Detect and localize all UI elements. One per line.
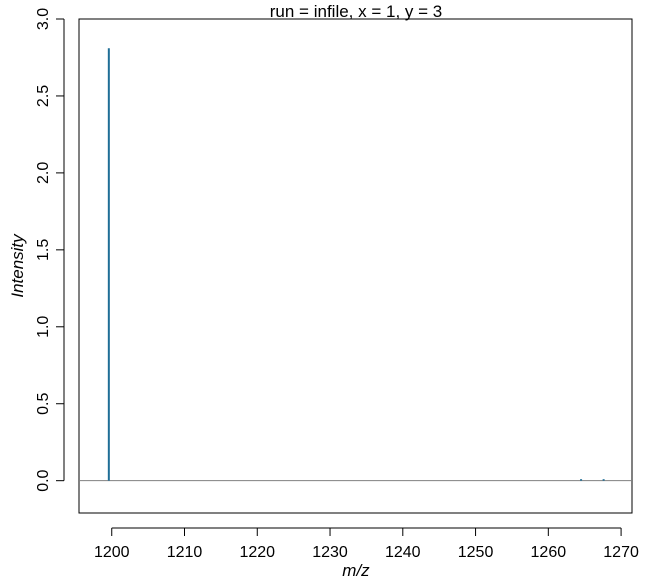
y-tick-label: 2.0 — [35, 162, 52, 184]
x-tick-label: 1230 — [312, 544, 348, 561]
y-tick-label: 3.0 — [35, 8, 52, 30]
x-tick-label: 1270 — [603, 544, 639, 561]
x-tick-label: 1240 — [385, 544, 421, 561]
y-tick-label: 1.5 — [35, 239, 52, 261]
x-tick-label: 1260 — [531, 544, 567, 561]
chart-title: run = infile, x = 1, y = 3 — [270, 2, 442, 21]
y-axis-title: Intensity — [8, 233, 27, 298]
y-tick-label: 2.5 — [35, 85, 52, 107]
y-tick-label: 0.5 — [35, 393, 52, 415]
plot-area — [78, 18, 633, 514]
x-axis-title: m/z — [342, 561, 370, 580]
y-axis: 0.0 0.5 1.0 1.5 2.0 2.5 3.0 — [35, 8, 65, 492]
x-tick-label: 1200 — [94, 544, 130, 561]
x-tick-label: 1210 — [167, 544, 203, 561]
y-tick-label: 1.0 — [35, 316, 52, 338]
x-axis: 1200 1210 1220 1230 1240 1250 1260 1270 — [94, 527, 639, 561]
y-tick-label: 0.0 — [35, 469, 52, 491]
series-layer — [107, 48, 605, 481]
x-tick-label: 1250 — [458, 544, 494, 561]
x-tick-label: 1220 — [239, 544, 275, 561]
